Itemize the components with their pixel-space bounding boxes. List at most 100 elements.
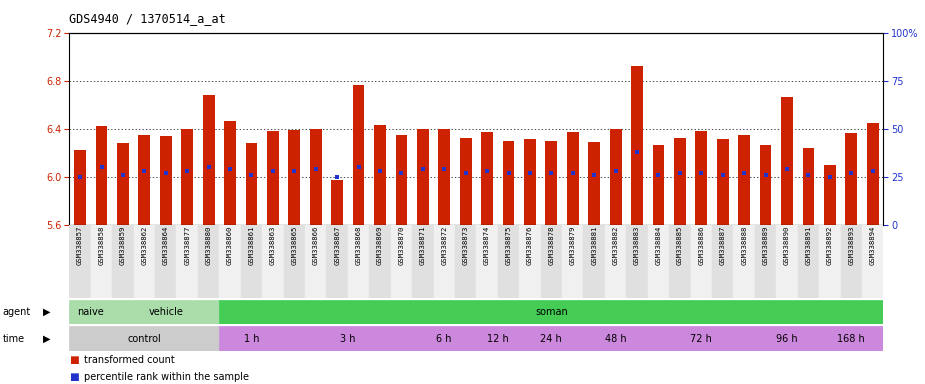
Text: GSM338871: GSM338871 <box>420 226 426 265</box>
Bar <box>776 225 797 298</box>
Bar <box>289 130 301 225</box>
Bar <box>841 225 862 298</box>
Bar <box>567 132 579 225</box>
Text: 48 h: 48 h <box>605 334 626 344</box>
Bar <box>460 138 472 225</box>
Bar <box>588 142 600 225</box>
Text: transformed count: transformed count <box>84 355 175 365</box>
Bar <box>348 225 369 298</box>
Text: GSM338891: GSM338891 <box>806 226 811 265</box>
Bar <box>413 326 476 351</box>
Text: GSM338865: GSM338865 <box>291 226 297 265</box>
Bar <box>139 135 150 225</box>
Bar <box>69 225 91 298</box>
Text: 1 h: 1 h <box>243 334 259 344</box>
Text: control: control <box>128 334 161 344</box>
Bar <box>267 131 278 225</box>
Bar <box>310 129 322 225</box>
Bar <box>133 225 155 298</box>
Text: GSM338878: GSM338878 <box>549 226 554 265</box>
Text: GSM338892: GSM338892 <box>827 226 832 265</box>
Bar <box>219 300 883 324</box>
Text: GSM338886: GSM338886 <box>698 226 704 265</box>
Bar <box>738 135 750 225</box>
Text: GSM338874: GSM338874 <box>484 226 490 265</box>
Bar <box>262 225 284 298</box>
Bar <box>91 225 112 298</box>
Text: GSM338889: GSM338889 <box>762 226 769 265</box>
Text: GSM338857: GSM338857 <box>77 226 83 265</box>
Text: ■: ■ <box>69 372 80 382</box>
Bar <box>476 326 519 351</box>
Text: GSM338879: GSM338879 <box>570 226 575 265</box>
Bar <box>696 131 708 225</box>
Bar <box>352 86 364 225</box>
Bar <box>476 225 498 298</box>
Bar <box>95 126 107 225</box>
Bar <box>519 326 584 351</box>
Text: GSM338887: GSM338887 <box>720 226 726 265</box>
Text: 6 h: 6 h <box>437 334 452 344</box>
Bar <box>691 225 712 298</box>
Text: GSM338866: GSM338866 <box>313 226 319 265</box>
Bar <box>112 300 219 324</box>
Bar <box>498 225 519 298</box>
Bar <box>803 148 814 225</box>
Bar <box>502 141 514 225</box>
Text: GSM338881: GSM338881 <box>591 226 598 265</box>
Bar <box>117 143 129 225</box>
Text: 168 h: 168 h <box>837 334 865 344</box>
Bar <box>562 225 584 298</box>
Text: GSM338867: GSM338867 <box>334 226 340 265</box>
Bar <box>160 136 172 225</box>
Bar <box>626 225 647 298</box>
Text: time: time <box>3 334 25 344</box>
Bar <box>820 326 883 351</box>
Bar <box>374 125 386 225</box>
Bar <box>755 225 776 298</box>
Bar <box>327 225 348 298</box>
Bar <box>112 225 133 298</box>
Text: GDS4940 / 1370514_a_at: GDS4940 / 1370514_a_at <box>69 12 226 25</box>
Text: 24 h: 24 h <box>540 334 562 344</box>
Bar <box>759 146 771 225</box>
Text: GSM338870: GSM338870 <box>399 226 404 265</box>
Text: GSM338893: GSM338893 <box>848 226 855 265</box>
Bar <box>219 225 240 298</box>
Bar <box>203 95 215 225</box>
Text: ■: ■ <box>69 355 80 365</box>
Bar <box>755 326 820 351</box>
Bar <box>224 121 236 225</box>
Text: GSM338877: GSM338877 <box>184 226 191 265</box>
Bar <box>519 225 540 298</box>
Text: ▶: ▶ <box>43 307 50 317</box>
Bar <box>240 225 262 298</box>
Text: GSM338863: GSM338863 <box>270 226 276 265</box>
Text: GSM338869: GSM338869 <box>377 226 383 265</box>
Bar <box>455 225 476 298</box>
Bar <box>390 225 413 298</box>
Bar <box>396 135 407 225</box>
Bar <box>69 326 219 351</box>
Bar <box>781 98 793 225</box>
Text: GSM338860: GSM338860 <box>227 226 233 265</box>
Text: GSM338883: GSM338883 <box>634 226 640 265</box>
Bar <box>546 141 557 225</box>
Text: GSM338858: GSM338858 <box>98 226 105 265</box>
Bar <box>669 225 691 298</box>
Text: 72 h: 72 h <box>690 334 712 344</box>
Text: GSM338859: GSM338859 <box>120 226 126 265</box>
Bar <box>712 225 734 298</box>
Bar <box>610 129 622 225</box>
Bar <box>74 150 86 225</box>
Bar <box>524 139 536 225</box>
Bar <box>652 146 664 225</box>
Bar <box>434 225 455 298</box>
Text: GSM338861: GSM338861 <box>249 226 254 265</box>
Text: GSM338876: GSM338876 <box>527 226 533 265</box>
Bar <box>584 225 605 298</box>
Text: GSM338882: GSM338882 <box>612 226 619 265</box>
Text: 96 h: 96 h <box>776 334 797 344</box>
Bar <box>69 300 112 324</box>
Bar <box>674 138 685 225</box>
